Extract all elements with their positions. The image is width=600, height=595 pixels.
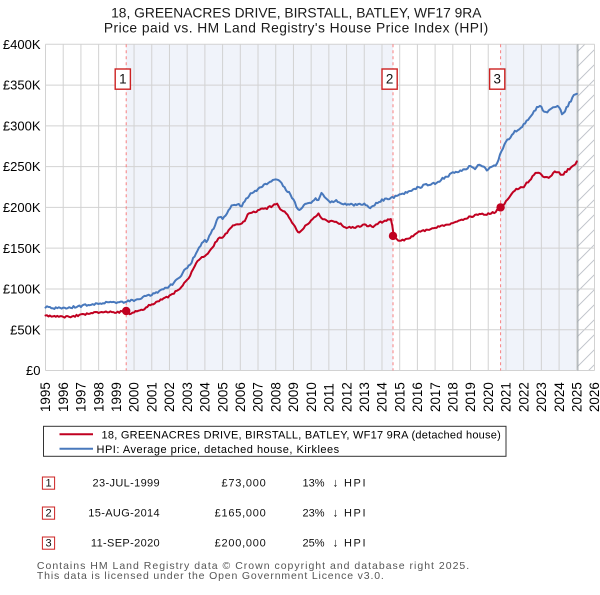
svg-text:23%: 23% (303, 508, 325, 520)
svg-text:2007: 2007 (251, 382, 266, 412)
svg-text:11-SEP-2020: 11-SEP-2020 (91, 538, 160, 550)
svg-text:2025: 2025 (570, 382, 585, 412)
svg-text:HPI: HPI (344, 508, 367, 520)
svg-text:2003: 2003 (180, 382, 195, 412)
svg-text:£200K: £200K (3, 200, 41, 215)
svg-text:2012: 2012 (339, 382, 354, 412)
svg-text:£50K: £50K (10, 322, 41, 337)
svg-text:3: 3 (45, 538, 51, 550)
svg-text:2011: 2011 (322, 383, 337, 412)
svg-text:↓: ↓ (333, 536, 339, 550)
svg-text:2022: 2022 (516, 382, 531, 412)
svg-text:1998: 1998 (91, 382, 106, 412)
svg-text:1996: 1996 (56, 382, 71, 412)
svg-text:15-AUG-2014: 15-AUG-2014 (88, 508, 160, 520)
svg-text:HPI: HPI (344, 478, 367, 490)
svg-text:1997: 1997 (74, 382, 89, 412)
svg-text:2010: 2010 (304, 382, 319, 412)
svg-text:2: 2 (386, 72, 393, 87)
svg-text:Price paid vs. HM Land Registr: Price paid vs. HM Land Registry's House … (104, 20, 489, 35)
svg-text:This data is licensed under th: This data is licensed under the Open Gov… (37, 570, 385, 582)
svg-text:3: 3 (493, 72, 500, 87)
svg-text:1: 1 (45, 478, 51, 490)
svg-text:2024: 2024 (552, 382, 567, 412)
svg-text:2001: 2001 (145, 382, 160, 412)
svg-text:13%: 13% (303, 478, 325, 490)
svg-text:2026: 2026 (587, 382, 600, 412)
svg-text:£300K: £300K (3, 118, 41, 133)
svg-text:2002: 2002 (162, 382, 177, 412)
svg-text:2018: 2018 (446, 382, 461, 412)
svg-text:2005: 2005 (215, 382, 230, 412)
svg-text:HPI: HPI (344, 538, 367, 550)
svg-text:£200,000: £200,000 (215, 538, 267, 550)
svg-text:25%: 25% (303, 538, 325, 550)
svg-text:£0: £0 (26, 363, 40, 378)
svg-text:23-JUL-1999: 23-JUL-1999 (93, 478, 160, 490)
svg-text:2009: 2009 (286, 382, 301, 412)
svg-text:↓: ↓ (333, 506, 339, 520)
svg-text:2015: 2015 (392, 382, 407, 412)
svg-text:£73,000: £73,000 (221, 478, 266, 490)
svg-text:2021: 2021 (499, 382, 514, 412)
svg-text:£165,000: £165,000 (215, 508, 267, 520)
svg-text:2016: 2016 (410, 382, 425, 412)
svg-text:2: 2 (45, 508, 51, 520)
svg-text:2004: 2004 (198, 382, 213, 412)
svg-text:1: 1 (119, 72, 126, 87)
svg-text:↓: ↓ (333, 476, 339, 490)
svg-text:£250K: £250K (3, 159, 41, 174)
svg-text:£400K: £400K (3, 37, 41, 52)
svg-text:2020: 2020 (481, 382, 496, 412)
svg-text:2017: 2017 (428, 382, 443, 412)
svg-text:2023: 2023 (534, 382, 549, 412)
svg-text:2000: 2000 (127, 382, 142, 412)
svg-text:2013: 2013 (357, 382, 372, 412)
svg-text:18, GREENACRES DRIVE, BIRSTALL: 18, GREENACRES DRIVE, BIRSTALL, BATLEY, … (102, 430, 502, 442)
svg-text:2014: 2014 (375, 382, 390, 412)
svg-text:2008: 2008 (268, 382, 283, 412)
svg-text:2019: 2019 (463, 382, 478, 412)
svg-text:Contains HM Land Registry data: Contains HM Land Registry data © Crown c… (37, 560, 470, 572)
svg-text:£100K: £100K (3, 282, 41, 297)
svg-text:£350K: £350K (3, 78, 41, 93)
svg-text:18, GREENACRES DRIVE, BIRSTALL: 18, GREENACRES DRIVE, BIRSTALL, BATLEY, … (111, 6, 482, 21)
svg-text:HPI: Average price, detached h: HPI: Average price, detached house, Kirk… (97, 444, 340, 456)
svg-text:1999: 1999 (109, 382, 124, 412)
svg-text:1995: 1995 (38, 382, 53, 412)
svg-text:£150K: £150K (3, 241, 41, 256)
svg-text:2006: 2006 (233, 382, 248, 412)
